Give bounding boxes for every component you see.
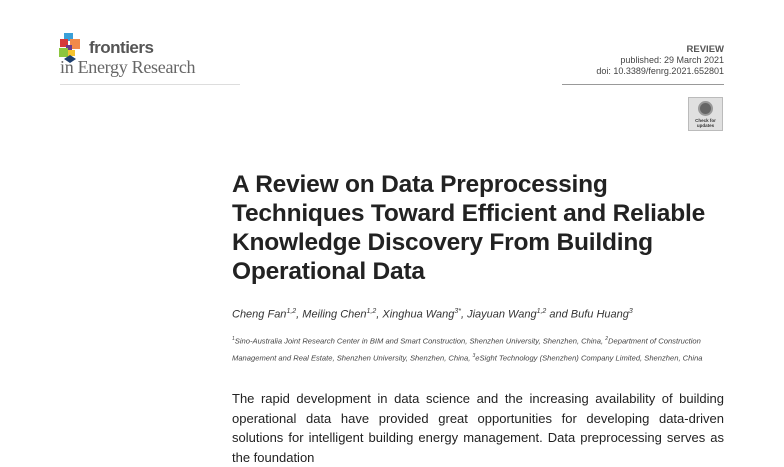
affiliation-text: Department of Construction Management an… — [232, 336, 701, 363]
author-name[interactable]: Xinghua Wang — [382, 308, 455, 321]
author-list: Cheng Fan1,2, Meiling Chen1,2, Xinghua W… — [232, 308, 633, 321]
author-affiliation-mark: 3* — [454, 308, 461, 315]
author-affiliation-mark: 1,2 — [536, 308, 547, 315]
author-separator: , — [376, 308, 383, 321]
header-divider — [60, 84, 240, 85]
published-date: published: 29 March 2021 — [620, 55, 724, 65]
article-meta: REVIEW published: 29 March 2021 doi: 10.… — [596, 44, 724, 77]
author-separator: and — [546, 308, 571, 321]
author-name[interactable]: Cheng Fan — [232, 308, 287, 321]
author-name[interactable]: Meiling Chen — [302, 308, 367, 321]
abstract-text: The rapid development in data science an… — [232, 391, 724, 465]
journal-name: in Energy Research — [60, 57, 196, 77]
author-affiliation-mark: 1,2 — [286, 308, 297, 315]
author-name[interactable]: Jiayuan Wang — [467, 308, 537, 321]
author-name[interactable]: Bufu Huang — [570, 308, 629, 321]
author-affiliation-mark: 3 — [628, 308, 633, 315]
meta-divider — [562, 84, 724, 85]
article-type: REVIEW — [686, 44, 724, 55]
affiliation-text: Sino-Australia Joint Research Center in … — [234, 336, 606, 346]
article-title: A Review on Data Preprocessing Technique… — [232, 171, 706, 285]
author-separator: , — [460, 308, 468, 321]
affiliation-mark: 1 — [232, 336, 235, 342]
author-affiliation-mark: 1,2 — [366, 308, 377, 315]
doi[interactable]: doi: 10.3389/fenrg.2021.652801 — [596, 66, 724, 76]
affiliations: 1Sino-Australia Joint Research Center in… — [232, 332, 726, 365]
author-separator: , — [296, 308, 303, 321]
update-icon — [698, 101, 713, 116]
brand-name: frontiers — [89, 38, 154, 57]
check-for-updates-button[interactable]: Check for updates — [688, 97, 723, 131]
badge-label: Check for updates — [695, 118, 716, 128]
affiliation-mark: 2 — [605, 336, 609, 342]
affiliation-mark: 3 — [472, 352, 476, 359]
frontiers-logo-icon — [59, 33, 80, 63]
affiliation-text: eSight Technology (Shenzhen) Company Lim… — [475, 353, 703, 363]
